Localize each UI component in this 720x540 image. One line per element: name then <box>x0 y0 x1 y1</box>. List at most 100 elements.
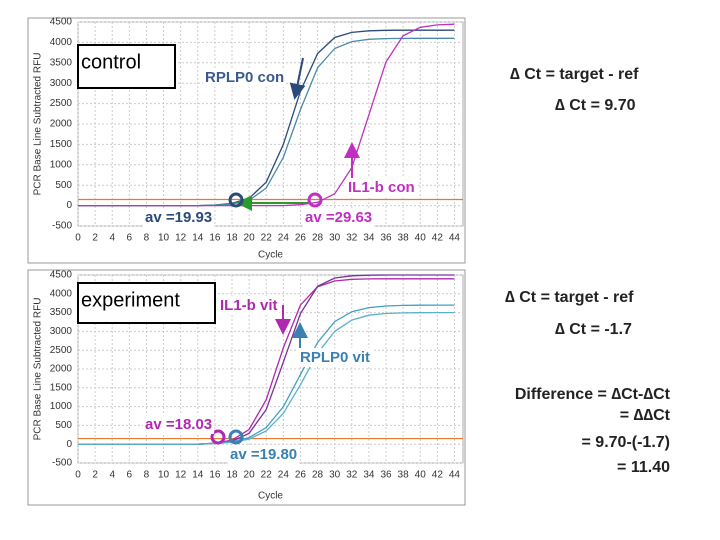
y-tick-label: -500 <box>52 221 72 232</box>
x-tick-label: 2 <box>92 470 98 481</box>
chart-title: experiment <box>81 289 180 311</box>
x-tick-label: 10 <box>158 233 170 244</box>
note: Difference = ∆Ct-∆Ct <box>515 386 671 403</box>
x-tick-label: 2 <box>92 233 98 244</box>
amplification-curve <box>78 23 455 207</box>
note: = ∆∆Ct <box>620 407 671 424</box>
x-tick-label: 26 <box>295 470 307 481</box>
x-tick-label: 38 <box>398 233 410 244</box>
y-tick-label: 0 <box>66 200 72 211</box>
y-tick-label: 500 <box>55 180 72 191</box>
y-tick-label: 4000 <box>50 288 73 299</box>
annotation: av =19.93 <box>145 209 212 226</box>
y-axis-label: PCR Base Line Subtracted RFU <box>33 298 44 441</box>
x-tick-label: 26 <box>295 233 307 244</box>
y-tick-label: 2500 <box>50 98 73 109</box>
title-box <box>77 44 176 89</box>
x-tick-label: 12 <box>175 233 187 244</box>
x-tick-label: 10 <box>158 470 170 481</box>
y-tick-label: 3500 <box>50 57 73 68</box>
annotation-bg <box>218 295 280 315</box>
x-tick-label: 24 <box>278 233 290 244</box>
amplification-curve <box>78 311 455 445</box>
x-tick-label: 4 <box>109 233 115 244</box>
ct-marker <box>307 192 323 208</box>
x-tick-label: 40 <box>415 470 427 481</box>
y-tick-label: -500 <box>52 458 72 469</box>
x-tick-label: 38 <box>398 470 410 481</box>
annotation-bg <box>143 414 215 434</box>
x-tick-label: 30 <box>329 470 341 481</box>
x-tick-label: 8 <box>144 233 150 244</box>
y-tick-label: 2000 <box>50 119 73 130</box>
y-tick-label: 1500 <box>50 382 73 393</box>
x-axis-label: Cycle <box>258 491 283 502</box>
x-tick-label: 32 <box>346 233 358 244</box>
annotation: RPLP0 con <box>205 69 284 86</box>
annotation: IL1-b con <box>348 179 415 196</box>
annotation: av =18.03 <box>145 416 212 433</box>
x-tick-label: 6 <box>127 233 133 244</box>
x-tick-label: 42 <box>432 470 444 481</box>
x-tick-label: 22 <box>261 470 273 481</box>
annotation-bg <box>298 347 373 367</box>
annotation-bg <box>203 67 287 87</box>
x-tick-label: 32 <box>346 470 358 481</box>
annotation-bg <box>143 207 215 227</box>
x-tick-label: 40 <box>415 233 427 244</box>
x-tick-label: 24 <box>278 470 290 481</box>
note: ∆ Ct = target - ref <box>505 289 634 306</box>
x-tick-label: 28 <box>312 233 324 244</box>
x-tick-label: 0 <box>75 233 81 244</box>
x-tick-label: 44 <box>449 470 461 481</box>
x-tick-label: 22 <box>261 233 273 244</box>
note: ∆ Ct = 9.70 <box>555 97 636 114</box>
arrow <box>289 57 306 100</box>
annotation-bg <box>346 177 417 197</box>
y-tick-label: 2500 <box>50 345 73 356</box>
x-tick-label: 14 <box>192 470 204 481</box>
y-tick-label: 3500 <box>50 307 73 318</box>
x-tick-label: 4 <box>109 470 115 481</box>
title-box <box>77 282 216 324</box>
ct-marker <box>228 429 244 445</box>
x-tick-label: 14 <box>192 233 204 244</box>
y-tick-label: 1000 <box>50 401 73 412</box>
y-tick-label: 0 <box>66 439 72 450</box>
annotation-bg <box>228 444 300 464</box>
annotation-bg <box>303 207 375 227</box>
y-tick-label: 4500 <box>50 17 73 28</box>
x-tick-label: 16 <box>209 470 221 481</box>
x-tick-label: 18 <box>226 233 238 244</box>
x-tick-label: 12 <box>175 470 187 481</box>
y-tick-label: 3000 <box>50 326 73 337</box>
annotation: IL1-b vit <box>220 297 278 314</box>
x-tick-label: 36 <box>380 233 392 244</box>
x-tick-label: 16 <box>209 233 221 244</box>
chart-title: control <box>81 51 141 73</box>
x-tick-label: 34 <box>363 470 375 481</box>
y-tick-label: 1000 <box>50 159 73 170</box>
y-tick-label: 4000 <box>50 37 73 48</box>
y-tick-label: 4500 <box>50 270 73 281</box>
x-tick-label: 20 <box>244 233 256 244</box>
x-tick-label: 28 <box>312 470 324 481</box>
x-tick-label: 8 <box>144 470 150 481</box>
y-tick-label: 3000 <box>50 78 73 89</box>
y-tick-label: 2000 <box>50 364 73 375</box>
note: ∆ Ct = -1.7 <box>555 321 632 338</box>
x-tick-label: 30 <box>329 233 341 244</box>
x-tick-label: 0 <box>75 470 81 481</box>
x-tick-label: 42 <box>432 233 444 244</box>
annotation: RPLP0 vit <box>300 349 370 366</box>
x-tick-label: 44 <box>449 233 461 244</box>
x-axis-label: Cycle <box>258 250 283 261</box>
annotation: av =19.80 <box>230 446 297 463</box>
x-tick-label: 34 <box>363 233 375 244</box>
x-tick-label: 6 <box>127 470 133 481</box>
x-tick-label: 20 <box>244 470 256 481</box>
ct-marker <box>210 429 226 445</box>
annotation: av =29.63 <box>305 209 372 226</box>
x-tick-label: 18 <box>226 470 238 481</box>
